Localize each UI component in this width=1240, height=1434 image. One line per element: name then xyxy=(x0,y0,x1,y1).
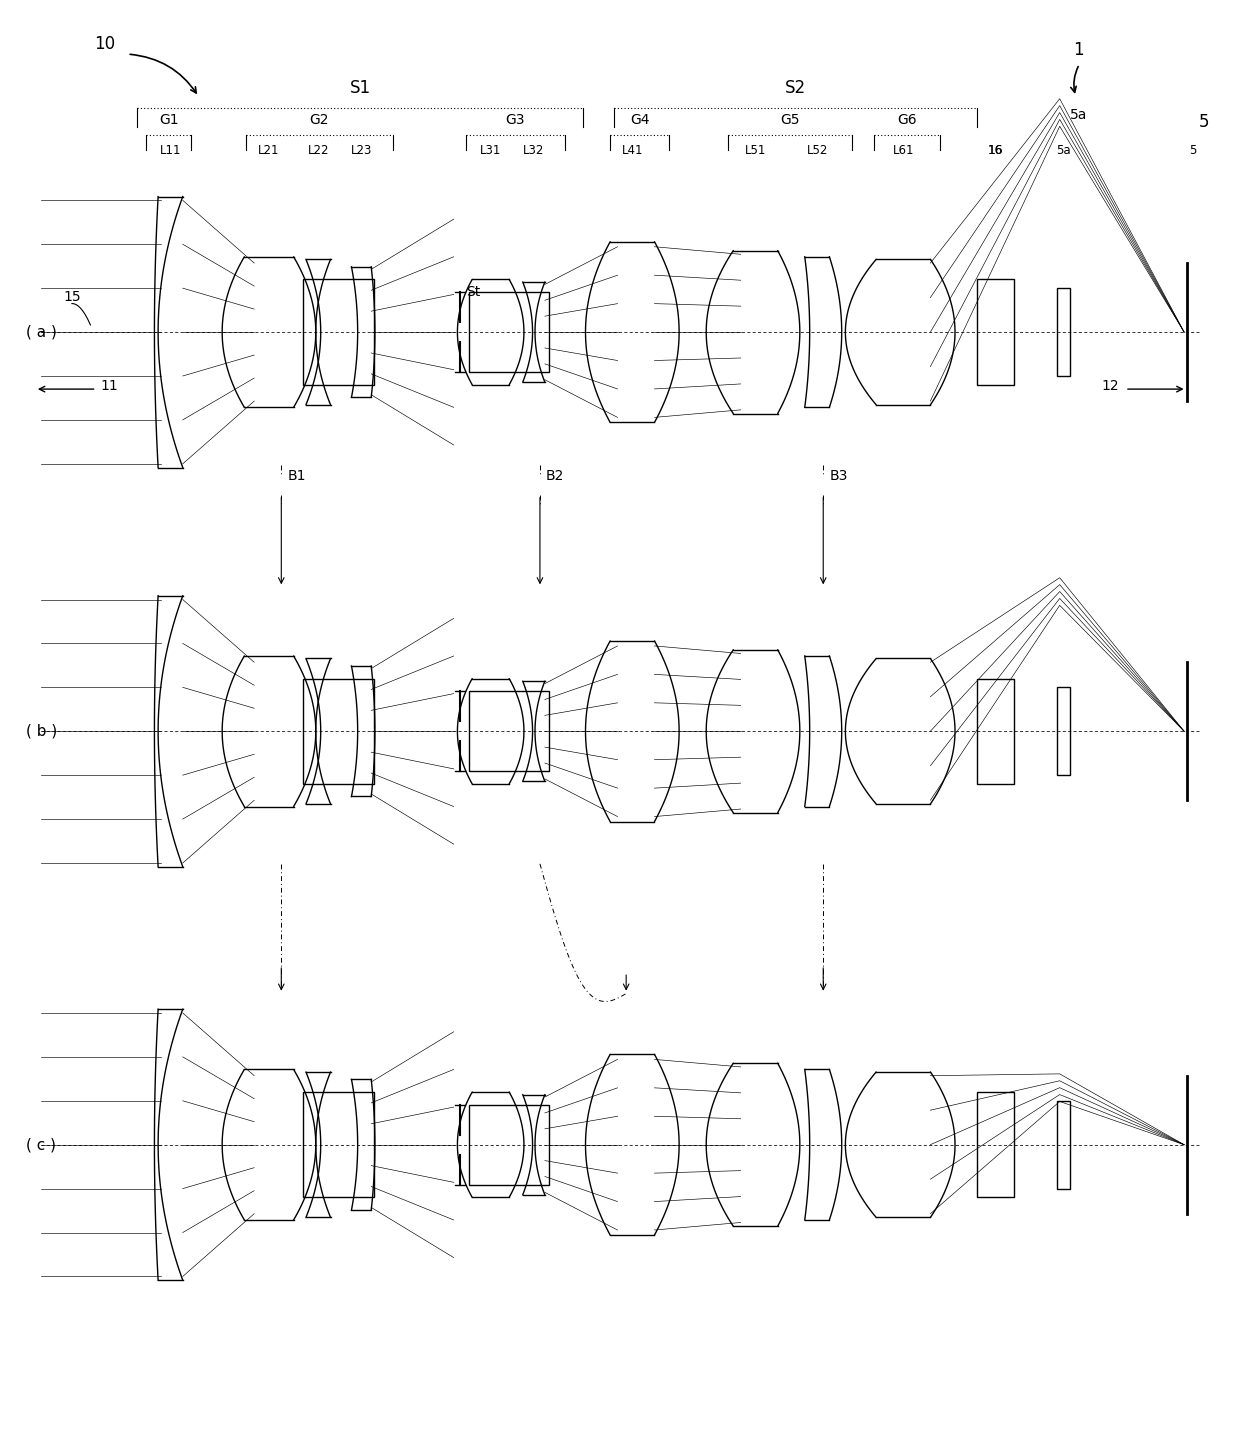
Text: 1: 1 xyxy=(1073,40,1084,59)
Text: 15: 15 xyxy=(63,290,81,304)
Text: 16: 16 xyxy=(988,143,1003,156)
Text: 16: 16 xyxy=(988,143,1003,156)
Text: L61: L61 xyxy=(893,143,914,156)
Text: G6: G6 xyxy=(898,113,916,126)
Text: G5: G5 xyxy=(780,113,800,126)
Text: 5: 5 xyxy=(1199,113,1209,132)
Text: L22: L22 xyxy=(308,143,329,156)
Text: ( b ): ( b ) xyxy=(26,724,57,739)
Text: S2: S2 xyxy=(785,79,806,98)
Text: L23: L23 xyxy=(351,143,372,156)
Bar xyxy=(304,1093,373,1197)
Bar xyxy=(977,1093,1014,1197)
Bar xyxy=(977,280,1014,384)
Text: G1: G1 xyxy=(159,113,179,126)
Text: L32: L32 xyxy=(523,143,544,156)
Bar xyxy=(1058,687,1070,776)
Text: L31: L31 xyxy=(480,143,501,156)
Text: L41: L41 xyxy=(621,143,644,156)
Bar xyxy=(304,678,373,784)
Text: 11: 11 xyxy=(100,379,118,393)
Text: 12: 12 xyxy=(1101,379,1118,393)
Text: 10: 10 xyxy=(94,34,115,53)
Bar xyxy=(304,280,373,384)
Text: St: St xyxy=(466,285,480,300)
Text: ( c ): ( c ) xyxy=(26,1137,56,1152)
Bar xyxy=(469,691,548,771)
Bar xyxy=(977,678,1014,784)
Text: B3: B3 xyxy=(830,469,848,483)
Text: B1: B1 xyxy=(288,469,306,483)
Text: G4: G4 xyxy=(630,113,650,126)
Text: 5a: 5a xyxy=(1056,143,1070,156)
Bar xyxy=(1058,288,1070,376)
Bar xyxy=(1058,1101,1070,1189)
Bar xyxy=(469,1104,548,1184)
Text: ( a ): ( a ) xyxy=(26,324,57,340)
Text: L52: L52 xyxy=(806,143,828,156)
Text: 5a: 5a xyxy=(1070,109,1087,122)
Text: B2: B2 xyxy=(546,469,564,483)
Text: S1: S1 xyxy=(350,79,371,98)
Text: G3: G3 xyxy=(506,113,525,126)
Text: L11: L11 xyxy=(160,143,181,156)
Bar xyxy=(469,293,548,373)
Text: L21: L21 xyxy=(258,143,280,156)
Text: G2: G2 xyxy=(310,113,330,126)
Text: L51: L51 xyxy=(745,143,766,156)
Text: 5: 5 xyxy=(1189,143,1197,156)
